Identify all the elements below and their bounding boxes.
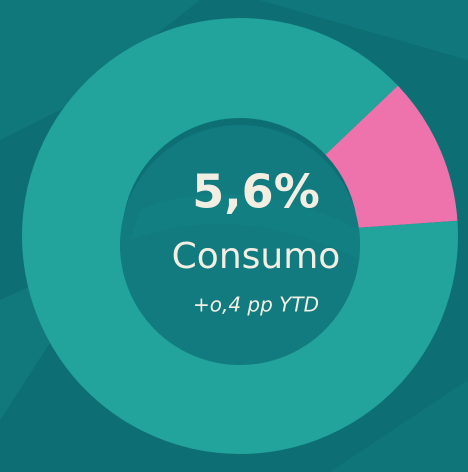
donut-segment bbox=[21, 17, 459, 454]
donut-hole bbox=[120, 125, 360, 365]
kpi-title: Consumo bbox=[172, 236, 341, 277]
hole-shade bbox=[130, 194, 360, 260]
donut-segment bbox=[325, 85, 458, 228]
donut bbox=[21, 17, 459, 454]
kpi-subtitle: +o,4 pp YTD bbox=[193, 293, 319, 317]
kpi-value: 5,6% bbox=[192, 165, 320, 219]
